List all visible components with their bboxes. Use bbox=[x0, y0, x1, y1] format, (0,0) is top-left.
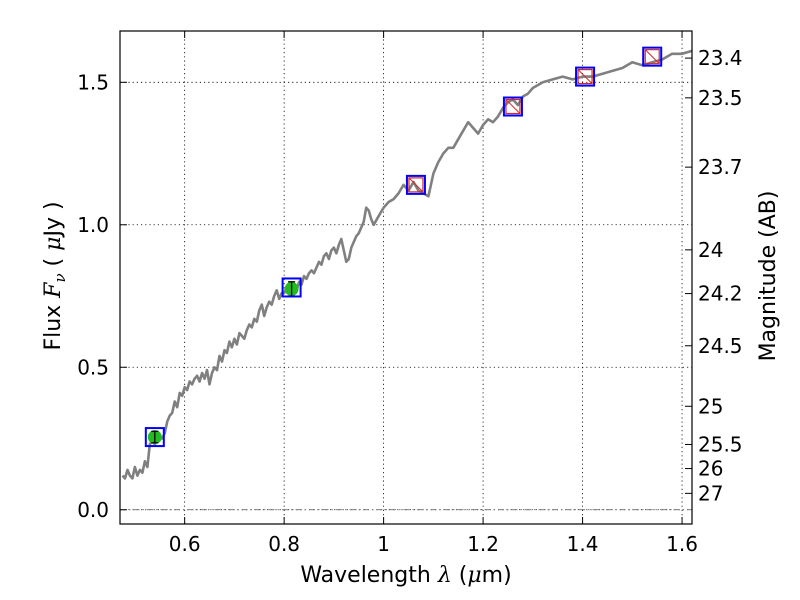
model-square bbox=[642, 46, 663, 67]
y2-tick-label: 24 bbox=[698, 238, 723, 262]
model-inner-square bbox=[644, 49, 660, 65]
series-layer bbox=[121, 49, 693, 480]
sed-line bbox=[121, 49, 693, 480]
y2-axis-title: Magnitude (AB) bbox=[756, 191, 781, 362]
ticks: 0.6 0.8 1 1.2 1.4 1.6 0.0 0.5 1.0 1.5 23.4 23.5 23.7… bbox=[77, 31, 743, 556]
y2-tick-label: 25 bbox=[698, 394, 723, 418]
y-axis-prefix: Flux bbox=[41, 298, 66, 351]
y2-tick-label: 23.4 bbox=[698, 46, 743, 70]
x-tick-label: 0.8 bbox=[268, 532, 300, 556]
y-axis-F: F bbox=[41, 282, 66, 299]
x-tick-label: 1 bbox=[377, 532, 390, 556]
y-axis-mu: μ bbox=[41, 237, 66, 251]
x-axis-unit: m) bbox=[482, 563, 512, 588]
x-axis-title: Wavelength λ (μm) bbox=[300, 563, 511, 588]
x-tick-label: 1.2 bbox=[467, 532, 499, 556]
y2-tick-label: 25.5 bbox=[698, 432, 743, 456]
y2-tick-label: 24.2 bbox=[698, 282, 743, 306]
y-tick-label: 1.5 bbox=[77, 70, 109, 94]
model-square bbox=[281, 277, 302, 298]
model-square bbox=[502, 96, 523, 117]
x-tick-label: 0.6 bbox=[169, 532, 201, 556]
model-square bbox=[405, 174, 426, 195]
plot-frame bbox=[119, 30, 693, 525]
model-inner-square bbox=[505, 98, 521, 115]
model-inner-diagonal bbox=[644, 49, 660, 65]
y-axis-unit: Jy ) bbox=[41, 201, 66, 238]
y-axis-open: ( bbox=[41, 251, 66, 274]
y2-tick-label: 23.7 bbox=[698, 155, 743, 179]
model-square bbox=[144, 427, 165, 448]
model-inner-diagonal bbox=[408, 177, 424, 193]
x-axis-mu: μ bbox=[467, 563, 481, 588]
x-tick-label: 1.4 bbox=[567, 532, 599, 556]
model-inner-square bbox=[408, 177, 424, 193]
model-inner-diagonal bbox=[505, 99, 521, 114]
y-tick-label: 0.5 bbox=[77, 355, 109, 379]
y-tick-label: 0.0 bbox=[77, 498, 109, 522]
model-inner-square bbox=[577, 68, 593, 85]
y-axis-title: Flux Fν ( μJy ) bbox=[41, 201, 69, 350]
y-tick-label: 1.0 bbox=[77, 213, 109, 237]
x-tick-label: 1.6 bbox=[666, 532, 698, 556]
y2-tick-label: 26 bbox=[698, 457, 723, 481]
y-axis-nu: ν bbox=[51, 273, 69, 282]
x-axis-prefix: Wavelength bbox=[300, 563, 438, 588]
markers bbox=[144, 46, 663, 448]
y2-tick-label: 23.5 bbox=[698, 86, 743, 110]
y2-tick-label: 24.5 bbox=[698, 334, 743, 358]
grid bbox=[120, 31, 692, 524]
x-axis-lambda: λ bbox=[437, 563, 452, 588]
model-square bbox=[575, 66, 596, 87]
y2-tick-label: 27 bbox=[698, 481, 723, 505]
x-axis-open: ( bbox=[452, 563, 468, 588]
model-inner-diagonal bbox=[577, 69, 593, 84]
